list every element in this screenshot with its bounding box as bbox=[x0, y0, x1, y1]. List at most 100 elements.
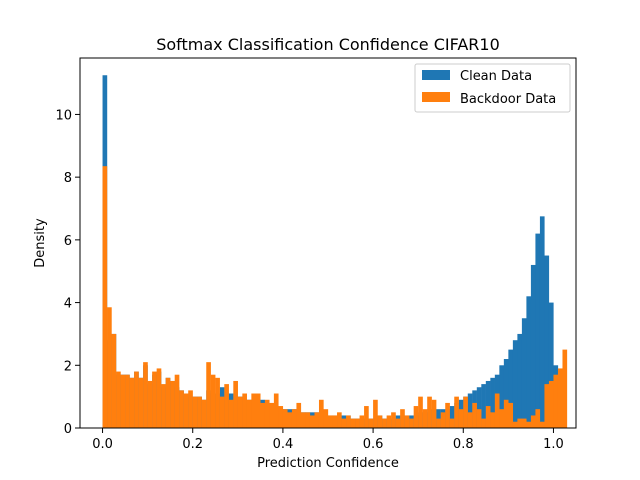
bar-backdoor-data-5 bbox=[125, 374, 130, 428]
bar-backdoor-data-4 bbox=[120, 374, 126, 428]
bar-backdoor-data-72 bbox=[427, 396, 432, 428]
bar-backdoor-data-10 bbox=[147, 380, 153, 428]
bar-backdoor-data-47 bbox=[314, 412, 320, 428]
bar-backdoor-data-80 bbox=[463, 396, 468, 428]
bar-backdoor-data-15 bbox=[170, 380, 175, 428]
bar-backdoor-data-9 bbox=[143, 362, 148, 428]
bar-backdoor-data-14 bbox=[165, 377, 171, 428]
bar-backdoor-data-52 bbox=[337, 412, 342, 428]
legend-label-backdoor: Backdoor Data bbox=[460, 92, 556, 107]
bar-backdoor-data-57 bbox=[359, 415, 365, 428]
bar-clean-data-93 bbox=[521, 318, 527, 428]
x-tick-label: 0.8 bbox=[453, 437, 474, 452]
bar-backdoor-data-97 bbox=[539, 421, 545, 428]
bar-clean-data-83 bbox=[476, 387, 482, 428]
bar-clean-data-92 bbox=[517, 333, 523, 428]
bar-clean-data-99 bbox=[548, 302, 554, 428]
legend-swatch-clean bbox=[422, 70, 450, 80]
bar-backdoor-data-35 bbox=[260, 402, 266, 428]
bar-clean-data-74 bbox=[436, 409, 441, 428]
bar-backdoor-data-41 bbox=[287, 412, 293, 428]
bar-backdoor-data-44 bbox=[300, 412, 306, 428]
bar-backdoor-data-73 bbox=[431, 399, 437, 428]
bar-clean-data-88 bbox=[499, 365, 505, 428]
bar-backdoor-data-68 bbox=[409, 418, 414, 428]
bar-backdoor-data-90 bbox=[508, 402, 514, 428]
bar-backdoor-data-91 bbox=[512, 421, 518, 428]
y-axis-label: Density bbox=[33, 218, 48, 268]
bar-backdoor-data-43 bbox=[296, 402, 302, 428]
bar-backdoor-data-3 bbox=[116, 371, 121, 428]
bar-backdoor-data-45 bbox=[305, 412, 311, 428]
bar-backdoor-data-58 bbox=[364, 406, 369, 428]
bar-backdoor-data-75 bbox=[440, 412, 446, 428]
x-axis-label: Prediction Confidence bbox=[257, 456, 399, 471]
bar-backdoor-data-40 bbox=[282, 409, 288, 428]
bar-backdoor-data-26 bbox=[219, 396, 225, 428]
x-tick-label: 1.0 bbox=[543, 437, 564, 452]
bar-backdoor-data-46 bbox=[309, 415, 315, 428]
bar-clean-data-94 bbox=[526, 296, 532, 428]
legend: Clean Data Backdoor Data bbox=[414, 63, 571, 113]
y-tick-label: 10 bbox=[55, 108, 72, 123]
bar-backdoor-data-87 bbox=[494, 393, 500, 428]
y-tick-label: 6 bbox=[64, 234, 72, 249]
bar-backdoor-data-92 bbox=[517, 418, 523, 428]
legend-swatch-backdoor bbox=[422, 92, 450, 102]
bar-backdoor-data-0 bbox=[102, 166, 108, 428]
bar-clean-data-86 bbox=[490, 377, 495, 428]
bar-backdoor-data-56 bbox=[355, 418, 360, 428]
y-tick-label: 0 bbox=[64, 422, 72, 437]
bar-backdoor-data-23 bbox=[206, 362, 211, 428]
x-tick-label: 0.4 bbox=[273, 437, 294, 452]
bar-backdoor-data-81 bbox=[467, 412, 473, 428]
plot-area bbox=[102, 75, 568, 429]
bar-backdoor-data-69 bbox=[413, 406, 419, 428]
bar-backdoor-data-34 bbox=[255, 393, 261, 428]
bar-clean-data-91 bbox=[512, 340, 518, 428]
x-axis: 0.0 0.2 0.4 0.6 0.8 1.0 bbox=[92, 428, 564, 452]
bar-backdoor-data-21 bbox=[197, 396, 202, 428]
bar-backdoor-data-27 bbox=[224, 384, 229, 428]
axes-frame bbox=[79, 57, 577, 429]
bar-backdoor-data-78 bbox=[454, 396, 459, 428]
bar-backdoor-data-48 bbox=[318, 399, 324, 428]
bar-backdoor-data-25 bbox=[215, 377, 220, 428]
bar-backdoor-data-74 bbox=[436, 418, 441, 428]
bar-backdoor-data-19 bbox=[188, 390, 193, 428]
y-axis: 0 2 4 6 8 10 bbox=[55, 108, 80, 437]
bar-backdoor-data-102 bbox=[562, 349, 568, 428]
bar-backdoor-data-77 bbox=[449, 418, 455, 428]
bar-backdoor-data-17 bbox=[179, 390, 184, 428]
bar-backdoor-data-94 bbox=[526, 421, 532, 428]
bar-backdoor-data-13 bbox=[161, 384, 166, 428]
bar-backdoor-data-76 bbox=[445, 402, 450, 428]
bar-backdoor-data-1 bbox=[107, 307, 112, 428]
bar-backdoor-data-89 bbox=[503, 399, 509, 428]
bar-backdoor-data-24 bbox=[210, 374, 216, 428]
bar-backdoor-data-37 bbox=[269, 402, 275, 428]
bar-backdoor-data-71 bbox=[422, 409, 428, 428]
bar-backdoor-data-31 bbox=[242, 393, 247, 428]
bar-clean-data-85 bbox=[485, 380, 491, 428]
bar-backdoor-data-93 bbox=[521, 418, 527, 428]
bar-clean-data-89 bbox=[503, 359, 509, 428]
bar-backdoor-data-100 bbox=[553, 374, 559, 428]
bar-backdoor-data-98 bbox=[544, 384, 550, 428]
bar-backdoor-data-63 bbox=[386, 415, 392, 428]
bar-backdoor-data-55 bbox=[350, 418, 356, 428]
bar-backdoor-data-12 bbox=[156, 368, 162, 428]
bar-backdoor-data-82 bbox=[472, 402, 477, 428]
bar-clean-data-97 bbox=[539, 216, 545, 428]
chart-title: Softmax Classification Confidence CIFAR1… bbox=[156, 35, 500, 54]
bar-backdoor-data-79 bbox=[458, 409, 464, 428]
bar-backdoor-data-49 bbox=[323, 409, 329, 428]
bar-backdoor-data-83 bbox=[476, 409, 482, 428]
y-tick-label: 8 bbox=[64, 171, 72, 186]
bar-backdoor-data-54 bbox=[346, 415, 351, 428]
bar-backdoor-data-42 bbox=[291, 409, 297, 428]
bar-backdoor-data-65 bbox=[395, 418, 401, 428]
bar-backdoor-data-88 bbox=[499, 409, 505, 428]
bar-backdoor-data-28 bbox=[228, 399, 234, 428]
bar-backdoor-data-20 bbox=[192, 396, 198, 428]
